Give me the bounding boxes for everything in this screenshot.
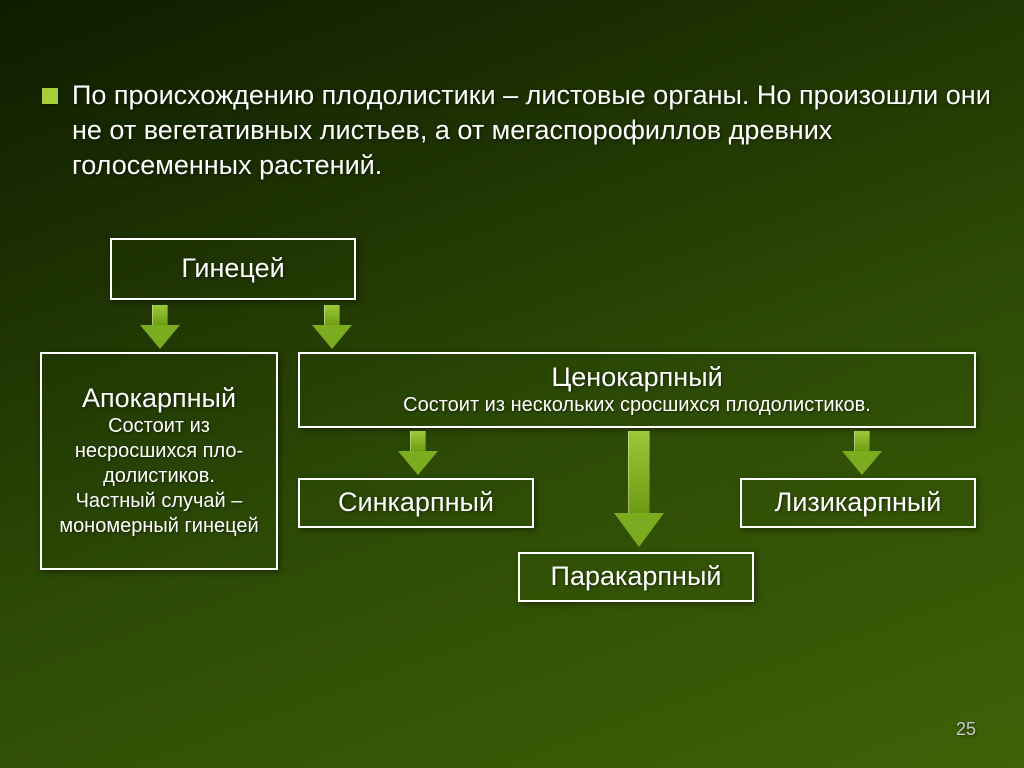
bullet-square-icon [42,88,58,104]
box-coenocarpous-sub: Состоит из нескольких сросшихся плодолис… [397,393,877,418]
page-number: 25 [956,719,976,740]
arrow-down-icon [312,305,352,351]
arrow-down-icon [614,431,664,551]
box-gynoecium: Гинецей [110,238,356,300]
box-lysicarpous: Лизикарпный [740,478,976,528]
box-gynoecium-title: Гинецей [181,253,284,284]
box-lysicarpous-title: Лизикарпный [775,487,942,518]
body-text: По происхождению плодолистики – листовые… [72,78,992,183]
arrow-down-icon [140,305,180,351]
arrow-down-icon [398,431,438,477]
box-syncarpous: Синкарпный [298,478,534,528]
box-apocarpous-sub: Состоит из несросшихся пло-долистиков.Ча… [44,414,274,539]
box-paracarpous-title: Паракарпный [551,561,722,592]
arrow-down-icon [842,431,882,477]
box-paracarpous: Паракарпный [518,552,754,602]
body-text-bullet: По происхождению плодолистики – листовые… [42,78,992,183]
box-apocarpous-title: Апокарпный [82,383,236,414]
box-apocarpous: Апокарпный Состоит из несросшихся пло-до… [40,352,278,570]
box-syncarpous-title: Синкарпный [338,487,494,518]
box-coenocarpous-title: Ценокарпный [551,362,722,393]
box-coenocarpous: Ценокарпный Состоит из нескольких сросши… [298,352,976,428]
slide: По происхождению плодолистики – листовые… [0,0,1024,768]
